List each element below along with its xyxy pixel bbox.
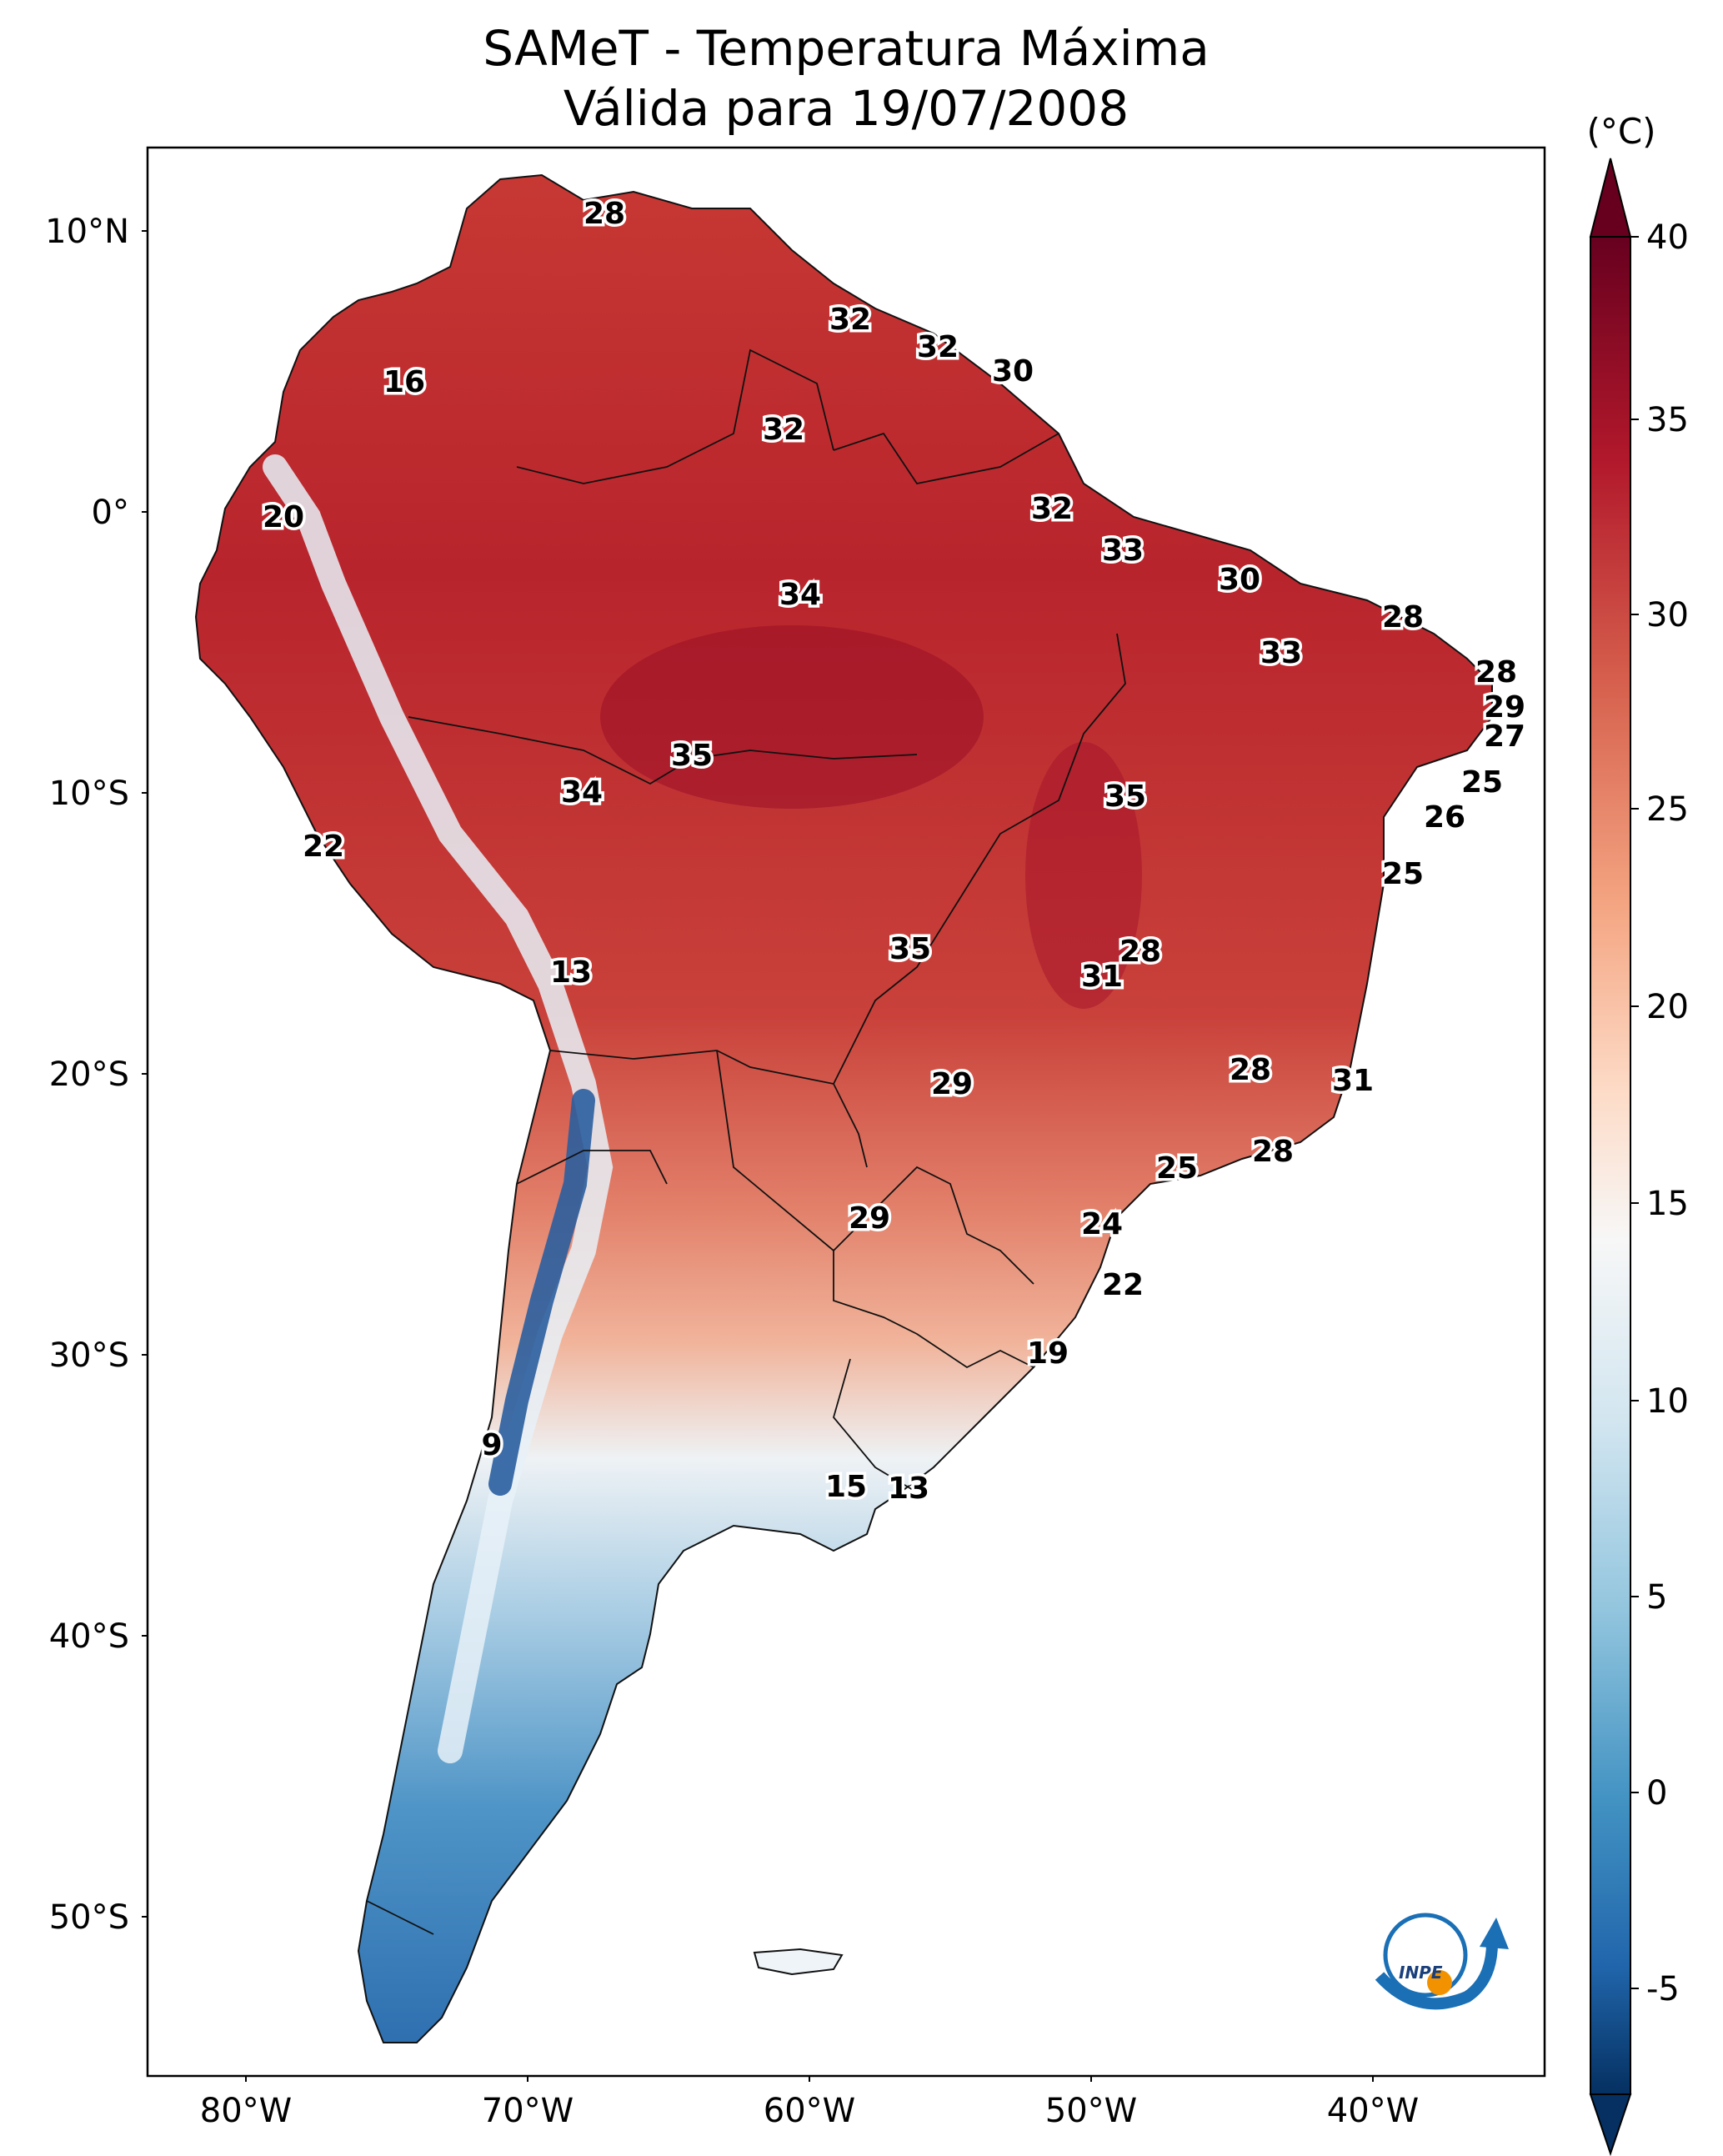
logo-text: INPE bbox=[1399, 1963, 1443, 1983]
value-label: 35 bbox=[671, 739, 713, 773]
colorbar-tick: 25 bbox=[1646, 790, 1689, 829]
colorbar-tick: 30 bbox=[1646, 596, 1689, 634]
lon-label: 40°W bbox=[1327, 2092, 1419, 2130]
colorbar-unit: (°C) bbox=[1586, 111, 1655, 152]
value-label: 34 bbox=[561, 775, 603, 810]
value-label: 30 bbox=[1219, 563, 1260, 597]
value-label: 15 bbox=[825, 1470, 867, 1504]
latitude-labels: 10°N 0° 10°S 20°S 30°S 40°S 50°S bbox=[45, 213, 129, 1937]
colorbar-tick: 15 bbox=[1646, 1185, 1689, 1223]
value-label: 28 bbox=[1230, 1053, 1271, 1087]
value-label: 35 bbox=[1104, 780, 1146, 814]
value-label: 29 bbox=[849, 1201, 890, 1236]
lon-label: 60°W bbox=[764, 2092, 855, 2130]
lat-label: 10°N bbox=[45, 213, 129, 251]
value-label: 34 bbox=[779, 578, 821, 612]
inpe-logo: INPE bbox=[1375, 1913, 1509, 2010]
value-label: 29 bbox=[1484, 690, 1525, 725]
value-label: 26 bbox=[1424, 800, 1465, 835]
value-label: 31 bbox=[1332, 1064, 1374, 1098]
value-label: 28 bbox=[1382, 600, 1424, 634]
value-label: 32 bbox=[763, 413, 804, 447]
colorbar-tick: 20 bbox=[1646, 988, 1689, 1026]
longitude-labels: 80°W 70°W 60°W 50°W 40°W bbox=[200, 2092, 1419, 2130]
value-label: 29 bbox=[931, 1067, 973, 1101]
value-label: 13 bbox=[888, 1472, 929, 1506]
colorbar-top-extension bbox=[1589, 158, 1632, 238]
colorbar-tick: -5 bbox=[1646, 1970, 1680, 2008]
value-label: 28 bbox=[1475, 655, 1517, 689]
colorbar-tick: 35 bbox=[1646, 401, 1689, 439]
colorbar-tick: 10 bbox=[1646, 1382, 1689, 1421]
value-label: 22 bbox=[1102, 1268, 1144, 1302]
title-line-2: Válida para 19/07/2008 bbox=[563, 80, 1129, 137]
lat-label: 50°S bbox=[49, 1898, 129, 1937]
value-label: 32 bbox=[829, 303, 871, 337]
lat-label: 40°S bbox=[49, 1617, 129, 1656]
value-label: 9 bbox=[481, 1428, 502, 1462]
value-label: 22 bbox=[303, 830, 344, 864]
value-label: 24 bbox=[1081, 1207, 1123, 1241]
value-label: 13 bbox=[550, 955, 592, 990]
lon-label: 80°W bbox=[200, 2092, 292, 2130]
value-label: 35 bbox=[889, 932, 931, 966]
value-label: 16 bbox=[383, 365, 425, 399]
lat-label: 10°S bbox=[49, 775, 129, 813]
value-label: 25 bbox=[1382, 857, 1424, 891]
temperature-value-labels: 28 16 32 32 30 32 20 32 33 34 30 28 33 2… bbox=[259, 194, 1528, 1509]
colorbar-tick: 0 bbox=[1646, 1774, 1667, 1813]
value-label: 28 bbox=[584, 197, 625, 231]
lon-label: 50°W bbox=[1045, 2092, 1137, 2130]
colorbar-tick: 40 bbox=[1646, 218, 1689, 257]
value-label: 32 bbox=[1031, 492, 1073, 526]
value-label: 31 bbox=[1081, 960, 1123, 994]
value-label: 28 bbox=[1119, 935, 1161, 969]
value-label: 19 bbox=[1027, 1336, 1069, 1371]
lat-label: 20°S bbox=[49, 1055, 129, 1094]
value-label: 33 bbox=[1102, 534, 1144, 568]
value-label: 33 bbox=[1260, 636, 1302, 670]
lon-label: 70°W bbox=[482, 2092, 573, 2130]
title-line-1: SAMeT - Temperatura Máxima bbox=[483, 20, 1210, 77]
lat-label: 0° bbox=[92, 494, 129, 532]
map-frame bbox=[146, 146, 1546, 2078]
lat-label: 30°S bbox=[49, 1336, 129, 1375]
colorbar-scale bbox=[1590, 236, 1631, 2095]
value-label: 32 bbox=[917, 330, 959, 364]
colorbar-bottom-extension bbox=[1589, 2093, 1632, 2156]
value-label: 25 bbox=[1156, 1151, 1198, 1186]
value-label: 27 bbox=[1484, 720, 1525, 754]
country-borders bbox=[366, 348, 1126, 1935]
value-label: 30 bbox=[992, 354, 1034, 389]
value-label: 20 bbox=[263, 500, 304, 534]
value-label: 28 bbox=[1252, 1135, 1294, 1169]
colorbar-tick: 5 bbox=[1646, 1578, 1667, 1617]
value-label: 25 bbox=[1461, 765, 1503, 800]
colorbar: (°C) 40 35 30 25 20 15 10 5 0 -5 bbox=[1586, 111, 1689, 2156]
